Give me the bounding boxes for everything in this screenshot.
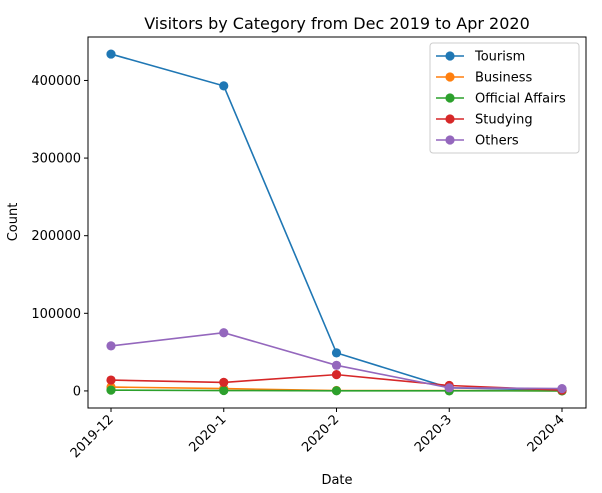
legend-swatch-marker-1 [445,72,455,82]
data-point-3-1 [219,377,229,387]
data-point-3-0 [106,375,116,385]
y-tick-label-3: 300000 [31,152,81,167]
legend-label-1: Business [475,71,533,86]
legend-swatch-marker-2 [445,93,455,103]
data-point-2-2 [331,386,342,396]
data-point-2-1 [219,385,229,396]
y-tick-label-1: 100000 [31,307,81,322]
x-tick-label-4: 2020-4 [525,412,568,455]
y-axis-label: Count [6,203,21,242]
x-tick-label-0: 2019-12 [68,412,117,461]
chart-title: Visitors by Category from Dec 2019 to Ap… [144,14,530,33]
series-lines [106,49,567,396]
data-point-0-2 [331,348,342,358]
x-tick-label-1: 2020-1 [186,412,229,455]
data-point-3-2 [331,370,342,380]
x-tick-label-2: 2020-2 [299,412,342,455]
legend-box [429,42,580,154]
x-tick-label-3: 2020-3 [412,412,455,455]
legend-swatch-marker-4 [445,135,455,145]
legend: Tourism Business Official Affairs Studying O… [429,42,580,154]
legend-label-2: Official Affairs [475,92,566,107]
legend-swatch-marker-3 [445,114,455,124]
x-axis-label: Date [321,473,352,488]
data-point-4-0 [106,341,116,351]
y-tick-label-2: 200000 [31,229,81,244]
y-tick-label-0: 0 [73,384,81,399]
data-point-4-4 [557,383,567,394]
legend-label-4: Others [475,134,519,149]
data-point-2-0 [106,385,116,395]
legend-label-3: Studying [475,113,533,128]
data-point-0-1 [219,81,229,91]
data-point-0-0 [106,49,116,59]
data-point-4-2 [331,360,342,370]
legend-label-0: Tourism [474,50,525,65]
y-tick-label-4: 400000 [31,74,81,89]
data-point-4-1 [219,328,229,338]
legend-swatch-marker-0 [445,51,455,61]
data-point-4-3 [444,383,454,393]
